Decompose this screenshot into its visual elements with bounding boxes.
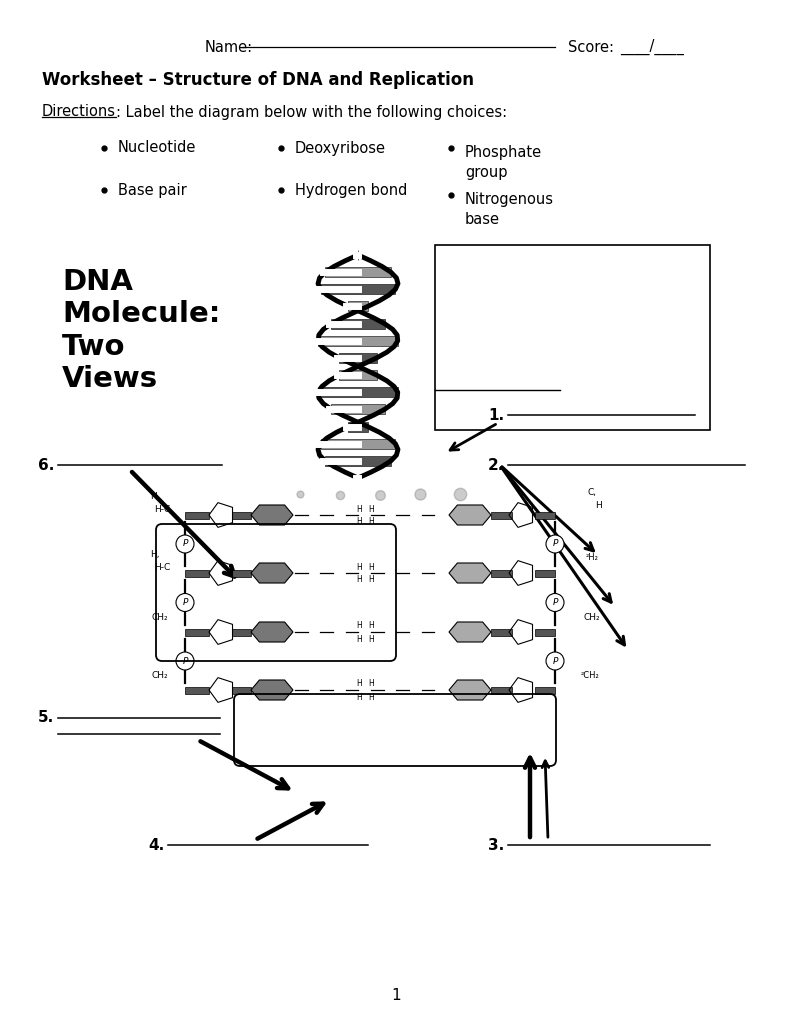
Bar xyxy=(185,569,209,577)
Polygon shape xyxy=(449,680,491,700)
Polygon shape xyxy=(449,563,491,583)
Text: ²H₂: ²H₂ xyxy=(585,554,599,562)
Polygon shape xyxy=(251,622,293,642)
Text: H: H xyxy=(368,505,374,513)
Text: P: P xyxy=(552,656,558,666)
Bar xyxy=(331,404,384,415)
Text: H: H xyxy=(356,575,361,585)
Circle shape xyxy=(546,652,564,670)
Text: CH₂: CH₂ xyxy=(584,612,600,622)
Polygon shape xyxy=(251,505,293,525)
Bar xyxy=(535,686,555,693)
Text: 3.: 3. xyxy=(488,838,504,853)
Bar xyxy=(339,353,377,362)
Bar xyxy=(185,629,209,636)
Bar xyxy=(331,318,384,329)
Circle shape xyxy=(176,652,194,670)
Text: H: H xyxy=(356,692,361,701)
Bar xyxy=(320,438,396,449)
Bar xyxy=(535,512,555,518)
Text: H-C: H-C xyxy=(154,505,170,513)
Text: Score:: Score: xyxy=(568,40,614,54)
Text: H,: H, xyxy=(150,551,160,559)
Bar xyxy=(185,512,209,518)
Bar xyxy=(325,456,391,466)
Text: H: H xyxy=(368,575,374,585)
Text: : Label the diagram below with the following choices:: : Label the diagram below with the follo… xyxy=(116,104,507,120)
Bar xyxy=(535,569,555,577)
Text: H: H xyxy=(356,505,361,513)
Text: Worksheet – Structure of DNA and Replication: Worksheet – Structure of DNA and Replica… xyxy=(42,71,474,89)
Text: 4.: 4. xyxy=(148,838,165,853)
Bar xyxy=(491,629,512,636)
Bar xyxy=(348,422,368,431)
Text: Nitrogenous
base: Nitrogenous base xyxy=(465,193,554,226)
Circle shape xyxy=(176,594,194,611)
Text: H: H xyxy=(368,692,374,701)
Bar xyxy=(318,387,398,397)
Text: ____/____: ____/____ xyxy=(620,39,684,55)
Text: Base pair: Base pair xyxy=(118,182,187,198)
Bar xyxy=(339,370,377,380)
Text: Nucleotide: Nucleotide xyxy=(118,140,196,156)
Text: 5.: 5. xyxy=(38,711,55,725)
Text: Name:: Name: xyxy=(205,40,253,54)
Polygon shape xyxy=(251,680,293,700)
Bar xyxy=(232,686,251,693)
Bar xyxy=(232,512,251,518)
Polygon shape xyxy=(251,563,293,583)
Text: H: H xyxy=(595,501,601,510)
Bar xyxy=(491,686,512,693)
Text: H: H xyxy=(368,635,374,643)
Text: H: H xyxy=(368,517,374,526)
Text: P: P xyxy=(182,656,187,666)
Text: Phosphate
group: Phosphate group xyxy=(465,145,542,180)
Bar xyxy=(232,629,251,636)
Text: H: H xyxy=(356,680,361,688)
Text: H: H xyxy=(356,622,361,631)
Bar xyxy=(185,686,209,693)
Bar xyxy=(491,512,512,518)
Text: H: H xyxy=(356,562,361,571)
Text: C,: C, xyxy=(588,488,596,498)
Text: H-C: H-C xyxy=(154,562,170,571)
Bar xyxy=(535,629,555,636)
Text: ²CH₂: ²CH₂ xyxy=(581,671,600,680)
Text: H: H xyxy=(356,635,361,643)
Text: Directions: Directions xyxy=(42,104,116,120)
Bar xyxy=(348,301,368,311)
Text: 1.: 1. xyxy=(488,408,504,423)
Polygon shape xyxy=(449,505,491,525)
Bar xyxy=(318,336,398,346)
Bar xyxy=(325,267,391,278)
Text: P: P xyxy=(552,540,558,549)
Polygon shape xyxy=(449,622,491,642)
Text: DNA
Molecule:
Two
Views: DNA Molecule: Two Views xyxy=(62,268,221,393)
Bar xyxy=(232,569,251,577)
Circle shape xyxy=(546,535,564,553)
Bar xyxy=(320,285,396,294)
Text: P: P xyxy=(182,598,187,607)
Bar xyxy=(435,245,710,430)
Text: Deoxyribose: Deoxyribose xyxy=(295,140,386,156)
Text: H: H xyxy=(368,562,374,571)
Text: Hydrogen bond: Hydrogen bond xyxy=(295,182,407,198)
Text: 6.: 6. xyxy=(38,458,55,472)
Circle shape xyxy=(176,535,194,553)
Text: H: H xyxy=(356,517,361,526)
Text: H,: H, xyxy=(150,493,160,502)
Circle shape xyxy=(546,594,564,611)
Text: P: P xyxy=(182,540,187,549)
Text: H: H xyxy=(368,680,374,688)
Text: CH₂: CH₂ xyxy=(152,672,168,681)
Bar xyxy=(491,569,512,577)
Text: CH₂: CH₂ xyxy=(152,613,168,623)
Text: 1: 1 xyxy=(392,987,401,1002)
Text: H: H xyxy=(368,622,374,631)
Text: P: P xyxy=(552,598,558,607)
Text: 2.: 2. xyxy=(488,458,505,472)
